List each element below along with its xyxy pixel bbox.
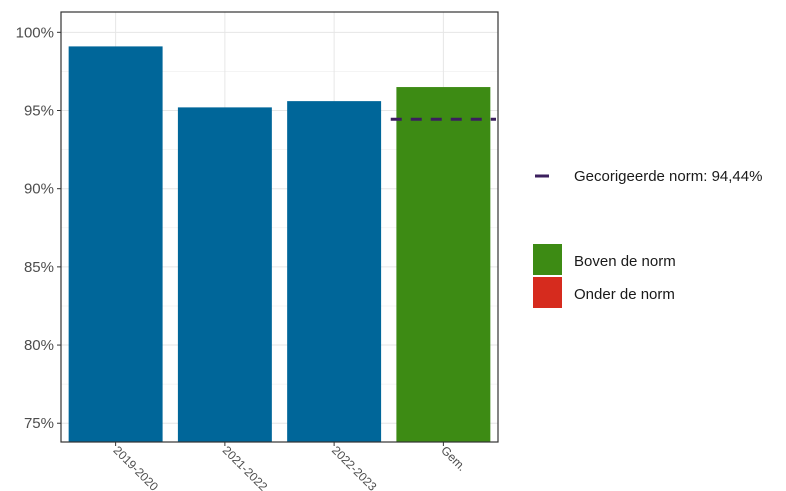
bars — [68, 46, 491, 443]
x-tick-label: 2019-2020 — [111, 443, 162, 491]
legend-key-boven — [533, 244, 562, 275]
legend-label-onder: Onder de norm — [574, 286, 675, 303]
plot-border — [60, 11, 499, 443]
y-tick-label: 85% — [24, 259, 54, 276]
y-tick-label: 95% — [24, 103, 54, 120]
legend-key-onder — [533, 277, 562, 308]
legend-norm-label: Gecorigeerde norm: 94,44% — [574, 168, 762, 185]
x-tick-label: 2022-2023 — [329, 443, 380, 491]
bar-2021-2022 — [177, 107, 272, 442]
legend-label-boven: Boven de norm — [574, 253, 676, 270]
y-tick-label: 80% — [24, 337, 54, 354]
y-tick-label: 90% — [24, 181, 54, 198]
x-tick-label: 2021-2022 — [220, 443, 271, 491]
bar-gem- — [396, 87, 491, 443]
bar-2019-2020 — [68, 46, 163, 443]
y-tick-label: 75% — [24, 415, 54, 432]
y-axis: 75% 80% 85% 90% 95% 100% — [16, 24, 61, 432]
x-tick-label: Gem. — [438, 443, 469, 474]
bar-2022-2023 — [287, 101, 382, 443]
y-tick-label: 100% — [16, 24, 54, 41]
x-axis: 2019-2020 2021-2022 2022-2023 Gem. — [111, 442, 469, 491]
legend: Gecorigeerde norm: 94,44% Boven de norm … — [533, 168, 762, 308]
